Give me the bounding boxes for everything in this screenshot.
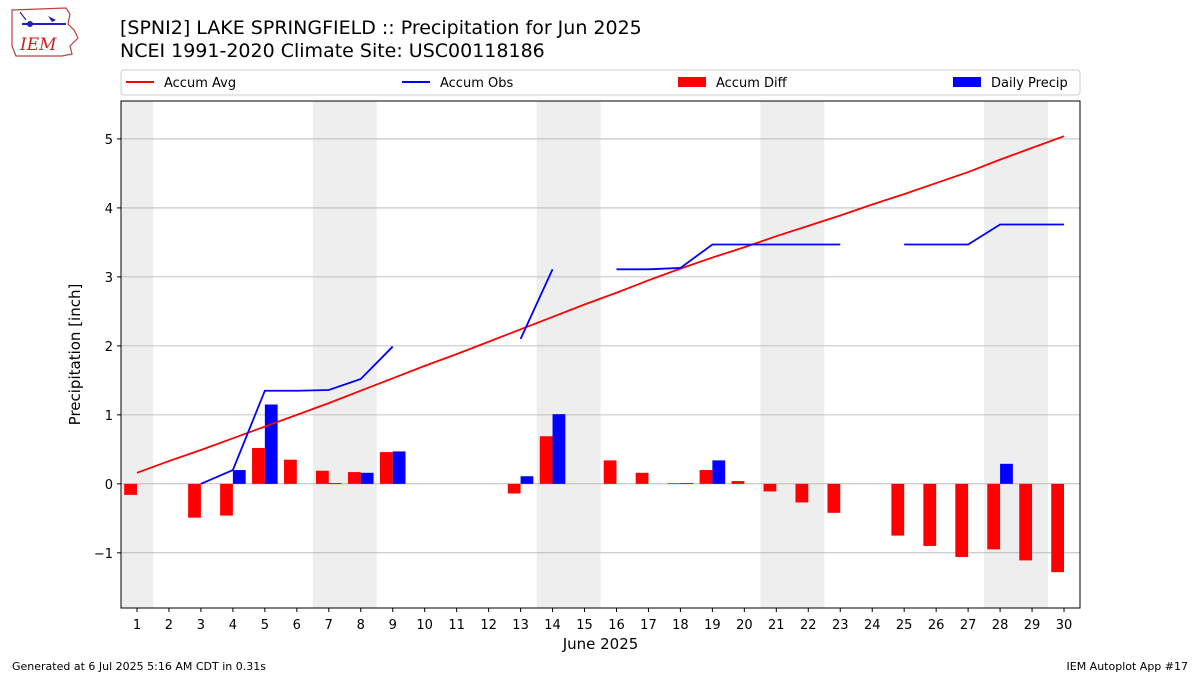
legend-swatch-4 (953, 77, 981, 87)
accum-obs-line-segment-1 (200, 345, 394, 485)
y-tick-label-0: 0 (105, 478, 113, 493)
footer-generated: Generated at 6 Jul 2025 5:16 AM CDT in 0… (12, 660, 266, 673)
x-tick-label-17: 17 (640, 618, 657, 633)
x-tick-label-16: 16 (608, 618, 625, 633)
daily-precip-bar-day-13 (520, 476, 534, 484)
accum-diff-bar-day-22 (795, 483, 809, 503)
legend-label-2: Accum Obs (440, 76, 513, 91)
accum-diff-bar-day-6 (284, 459, 297, 484)
x-tick-label-20: 20 (736, 618, 753, 633)
iem-logo-text: IEM (19, 35, 57, 55)
x-tick-label-4: 4 (229, 618, 237, 633)
accum-diff-bar-day-20 (731, 481, 745, 484)
y-tick-label--1: −1 (94, 547, 113, 562)
x-tick-label-9: 9 (389, 618, 397, 633)
x-tick-label-22: 22 (800, 618, 817, 633)
x-tick-label-13: 13 (512, 618, 529, 633)
x-tick-label-14: 14 (544, 618, 561, 633)
y-tick-label-5: 5 (105, 133, 113, 148)
x-tick-label-26: 26 (928, 618, 945, 633)
x-tick-label-19: 19 (704, 618, 721, 633)
x-tick-label-25: 25 (896, 618, 913, 633)
y-tick-label-3: 3 (105, 271, 113, 286)
daily-precip-bar-day-5 (264, 404, 278, 484)
daily-precip-bar-day-8 (360, 472, 374, 484)
x-tick-label-5: 5 (261, 618, 269, 633)
x-tick-label-24: 24 (864, 618, 881, 633)
legend-label-3: Accum Diff (716, 76, 788, 91)
x-tick-label-7: 7 (325, 618, 333, 633)
accum-avg-line-segment-1 (136, 135, 1065, 474)
y-tick-label-1: 1 (105, 409, 113, 424)
accum-diff-bar-day-29 (1019, 483, 1033, 561)
legend-box (120, 69, 1081, 96)
accum-diff-bar-day-5 (252, 447, 265, 484)
x-tick-label-10: 10 (416, 618, 433, 633)
footer-app: IEM Autoplot App #17 (1066, 660, 1189, 673)
y-axis-label: Precipitation [inch] (66, 284, 84, 426)
accum-diff-bar-day-9 (379, 452, 393, 484)
accum-diff-bar-day-23 (827, 483, 841, 513)
y-tick-label-2: 2 (105, 340, 113, 355)
x-tick-label-18: 18 (672, 618, 689, 633)
x-tick-label-27: 27 (960, 618, 977, 633)
accum-obs-line-segment-3 (616, 243, 841, 271)
accum-diff-bar-day-30 (1051, 483, 1065, 573)
daily-precip-bar-day-19 (712, 460, 726, 484)
accum-diff-bar-day-8 (347, 472, 361, 484)
x-tick-label-11: 11 (448, 618, 465, 633)
x-tick-label-3: 3 (197, 618, 205, 633)
daily-precip-bar-day-4 (232, 470, 246, 484)
daily-precip-bar-day-18 (680, 483, 694, 484)
chart-title-line2: NCEI 1991-2020 Climate Site: USC00118186 (120, 40, 545, 62)
weekend-band-4 (760, 101, 825, 608)
legend-swatch-3 (678, 77, 706, 87)
x-tick-label-2: 2 (165, 618, 173, 633)
accum-diff-bar-day-1 (124, 483, 137, 495)
legend-label-1: Accum Avg (164, 76, 236, 91)
accum-diff-bar-day-26 (923, 483, 937, 546)
x-tick-label-23: 23 (832, 618, 849, 633)
accum-diff-bar-day-14 (539, 436, 553, 484)
x-tick-label-1: 1 (133, 618, 141, 633)
y-tick-label-4: 4 (105, 202, 113, 217)
x-tick-label-29: 29 (1024, 618, 1041, 633)
plot-frame (120, 100, 1081, 609)
x-axis-label: June 2025 (562, 635, 639, 653)
weekend-band-3 (536, 101, 601, 608)
x-tick-label-30: 30 (1056, 618, 1073, 633)
accum-diff-bar-day-16 (603, 460, 617, 484)
accum-diff-bar-day-28 (987, 483, 1001, 550)
x-tick-label-28: 28 (992, 618, 1009, 633)
daily-precip-bar-day-14 (552, 414, 566, 484)
daily-precip-bar-day-28 (1000, 463, 1013, 484)
iem-logo: IEM (8, 6, 80, 62)
accum-obs-line-segment-4 (904, 223, 1065, 246)
x-tick-label-12: 12 (480, 618, 497, 633)
accum-diff-bar-day-4 (220, 483, 233, 516)
accum-diff-bar-day-17 (635, 472, 649, 484)
x-tick-label-15: 15 (576, 618, 593, 633)
weekend-band-1 (121, 101, 153, 608)
daily-precip-bar-day-9 (392, 451, 406, 484)
accum-obs-line-segment-2 (519, 268, 554, 340)
weekend-band-2 (312, 101, 377, 608)
accum-diff-bar-day-13 (507, 483, 521, 494)
accum-diff-bar-day-18 (667, 483, 681, 484)
accum-diff-bar-day-7 (315, 470, 329, 484)
chart-title-line1: [SPNI2] LAKE SPRINGFIELD :: Precipitatio… (120, 17, 642, 39)
legend-label-4: Daily Precip (991, 76, 1068, 91)
accum-diff-bar-day-27 (955, 483, 969, 557)
accum-diff-bar-day-3 (188, 483, 201, 518)
accum-diff-bar-day-19 (699, 470, 713, 484)
x-tick-label-21: 21 (768, 618, 785, 633)
x-tick-label-8: 8 (357, 618, 365, 633)
daily-precip-bar-day-7 (328, 483, 342, 484)
accum-diff-bar-day-25 (891, 483, 905, 536)
accum-diff-bar-day-21 (763, 483, 777, 492)
x-tick-label-6: 6 (293, 618, 301, 633)
